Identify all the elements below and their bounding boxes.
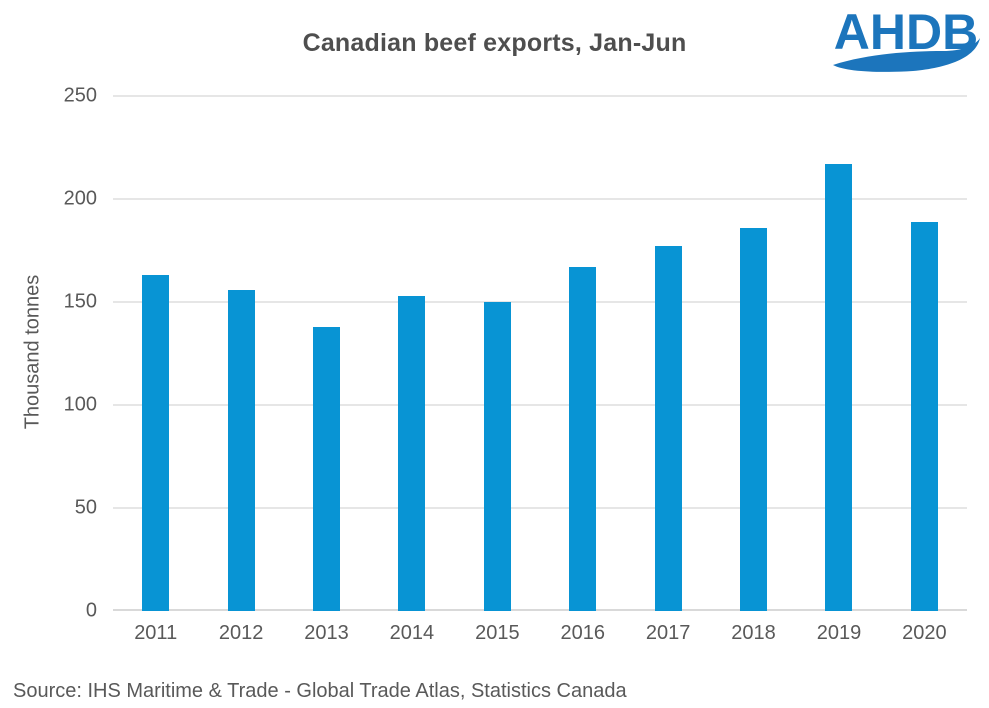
x-axis-line <box>113 609 967 611</box>
y-tick-label-50: 50 <box>74 496 97 519</box>
ahdb-logo-swoosh <box>833 38 980 72</box>
y-tick-label-100: 100 <box>63 393 97 416</box>
bar-slot-2020 <box>882 96 967 611</box>
bar-slot-2011 <box>113 96 198 611</box>
gridline-250 <box>113 95 967 97</box>
y-tick-label-200: 200 <box>63 187 97 210</box>
y-tick-label-150: 150 <box>63 290 97 313</box>
bar-2018 <box>740 227 768 611</box>
bar-slot-2017 <box>625 96 710 611</box>
bar-2013 <box>313 326 341 611</box>
y-tick-label-250: 250 <box>63 84 97 107</box>
x-tick-label-2017: 2017 <box>645 622 691 644</box>
x-tick-label-2019: 2019 <box>816 622 862 644</box>
gridline-50 <box>113 507 967 509</box>
bar-2017 <box>654 246 682 611</box>
bar-2020 <box>910 221 938 611</box>
bar-slot-2012 <box>198 96 283 611</box>
bar-slot-2014 <box>369 96 454 611</box>
x-tick-label-2015: 2015 <box>475 622 520 644</box>
plot-area <box>113 95 967 611</box>
bar-2012 <box>227 289 255 611</box>
chart-title: Canadian beef exports, Jan-Jun <box>302 29 687 57</box>
x-tick-label-2013: 2013 <box>304 622 349 644</box>
y-tick-label-0: 0 <box>85 599 97 622</box>
gridline-100 <box>113 404 967 406</box>
bar-2011 <box>142 275 170 611</box>
bar-2014 <box>398 295 426 611</box>
source-note: Source: IHS Maritime & Trade - Global Tr… <box>13 680 627 702</box>
x-tick-label-2018: 2018 <box>731 622 776 644</box>
bar-2016 <box>569 266 597 611</box>
bars-container <box>113 96 967 611</box>
y-axis-ticks: 0 50 100 150 200 250 <box>0 85 97 622</box>
x-tick-label-2011: 2011 <box>134 622 178 644</box>
x-axis-labels: 2011 2012 2013 2014 2015 2016 2017 2018 2019 2020 <box>113 622 967 645</box>
gridline-200 <box>113 198 967 200</box>
x-tick-label-2020: 2020 <box>902 622 947 644</box>
bar-2015 <box>483 302 511 611</box>
x-tick-label-2012: 2012 <box>218 622 264 644</box>
bar-2019 <box>825 163 853 611</box>
x-tick-label-2016: 2016 <box>560 622 605 644</box>
bar-slot-2018 <box>711 96 796 611</box>
bar-slot-2015 <box>455 96 540 611</box>
ahdb-logo: AHDB <box>829 3 983 77</box>
bar-slot-2019 <box>796 96 881 611</box>
gridline-150 <box>113 301 967 303</box>
bar-slot-2016 <box>540 96 625 611</box>
ahdb-logo-graphic: AHDB <box>833 4 980 72</box>
x-tick-label-2014: 2014 <box>389 622 435 644</box>
bar-slot-2013 <box>284 96 369 611</box>
